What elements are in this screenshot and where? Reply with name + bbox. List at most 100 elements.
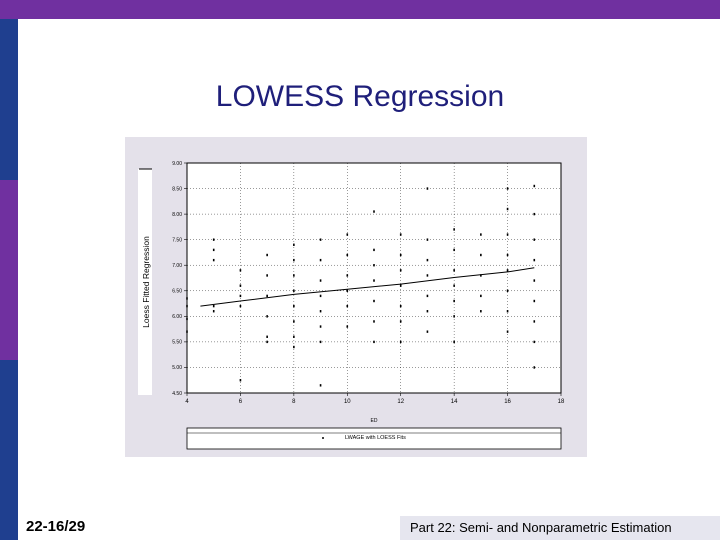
y-tick-label: 8.50 [172, 186, 182, 192]
data-point [373, 320, 375, 323]
y-axis-label: Loess Fitted Regression [141, 236, 151, 328]
data-point [506, 253, 509, 257]
data-point [453, 340, 455, 344]
data-point [426, 294, 429, 298]
y-tick-label: 6.00 [172, 314, 182, 320]
data-point [426, 187, 429, 190]
data-point [533, 340, 536, 344]
top-bar [0, 0, 720, 19]
data-point [239, 379, 242, 382]
data-point [319, 340, 322, 344]
y-tick-label: 7.00 [172, 263, 182, 269]
data-point [533, 366, 536, 369]
data-point [426, 310, 429, 313]
data-point [293, 345, 295, 349]
data-point [480, 310, 482, 313]
data-point [453, 315, 455, 318]
data-point [319, 310, 322, 313]
data-point [319, 384, 322, 387]
ylabel-panel [138, 169, 152, 395]
data-point [453, 248, 455, 252]
data-point [533, 184, 536, 188]
data-point [346, 304, 349, 308]
legend-marker [322, 437, 324, 439]
data-point [346, 274, 349, 277]
data-point [453, 284, 455, 287]
side-strip-segment-middle [0, 180, 18, 360]
data-point [506, 207, 509, 211]
data-point [319, 238, 322, 241]
legend-label: LWAGE with LOESS Fits [345, 435, 406, 441]
data-point [319, 325, 322, 328]
data-point [506, 187, 509, 190]
data-point [533, 238, 536, 241]
data-point [186, 304, 188, 308]
x-tick-label: 4 [185, 399, 189, 405]
x-tick-label: 10 [344, 399, 351, 405]
data-point [186, 297, 188, 300]
data-point [533, 279, 536, 282]
data-point [293, 320, 295, 323]
data-point [212, 310, 215, 313]
data-point [293, 258, 295, 262]
data-point [293, 243, 295, 246]
data-point [399, 320, 402, 323]
data-point [373, 264, 375, 267]
data-point [426, 274, 429, 277]
data-point [533, 258, 536, 262]
data-point [453, 269, 455, 272]
x-tick-label: 16 [504, 399, 511, 405]
data-point [399, 340, 402, 344]
x-tick-label: 8 [292, 399, 296, 405]
data-point [212, 304, 215, 308]
data-point [239, 269, 242, 272]
lowess-chart: Loess Fitted Regression 4.50 5.00 5.50 6.00… [138, 161, 565, 450]
data-point [480, 274, 482, 277]
data-point [453, 299, 455, 303]
data-point [293, 304, 295, 308]
data-point [346, 233, 349, 236]
y-tick-label: 8.00 [172, 212, 182, 218]
data-point [346, 253, 349, 257]
data-point [373, 299, 375, 303]
x-axis-label: ED [371, 418, 378, 424]
data-point [319, 258, 322, 262]
data-point [239, 304, 242, 308]
data-point [506, 233, 509, 236]
data-point [293, 289, 295, 292]
slide-number: 22-16/29 [26, 518, 86, 535]
data-point [239, 284, 242, 287]
y-tick-label: 6.50 [172, 289, 182, 295]
data-point [239, 294, 242, 298]
data-point [533, 212, 536, 216]
scatter-points [186, 184, 536, 387]
data-point [506, 310, 509, 313]
data-point [266, 274, 268, 277]
data-point [426, 330, 429, 333]
data-point [480, 253, 482, 257]
data-point [266, 294, 268, 298]
data-point [399, 253, 402, 257]
side-strip-segment-bottom [0, 360, 18, 540]
data-point [533, 299, 536, 303]
y-tick-label: 5.00 [172, 365, 182, 371]
data-point [186, 330, 188, 333]
data-point [212, 248, 215, 252]
x-tick-label: 18 [558, 399, 565, 405]
x-tick-label: 12 [397, 399, 404, 405]
data-point [212, 238, 215, 241]
data-point [373, 248, 375, 252]
data-point [533, 320, 536, 323]
data-point [373, 279, 375, 282]
y-tick-label: 9.00 [172, 161, 182, 167]
data-point [506, 289, 509, 292]
data-point [426, 258, 429, 262]
y-tick-label: 4.50 [172, 391, 182, 397]
y-tick-label: 7.50 [172, 237, 182, 243]
data-point [319, 279, 322, 282]
footer: Part 22: Semi- and Nonparametric Estimat… [400, 516, 720, 540]
data-point [186, 317, 188, 321]
data-point [293, 335, 295, 338]
footer-text: Part 22: Semi- and Nonparametric Estimat… [410, 520, 672, 535]
slide-title: LOWESS Regression [215, 80, 505, 113]
